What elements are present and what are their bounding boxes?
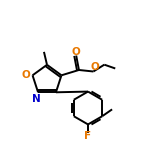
Text: N: N <box>32 94 41 104</box>
Text: O: O <box>21 70 30 79</box>
Text: O: O <box>71 47 80 57</box>
Text: F: F <box>85 131 92 141</box>
Text: O: O <box>91 62 99 72</box>
